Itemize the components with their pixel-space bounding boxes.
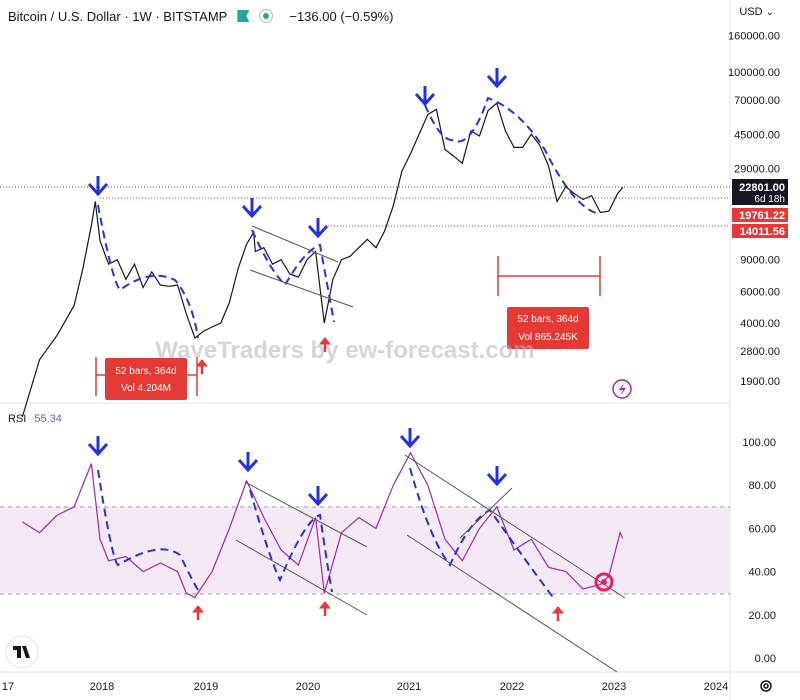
- price-change: −136.00 (−0.59%): [289, 8, 394, 24]
- time-tick-label: 2021: [397, 681, 421, 693]
- measure-2018-bars: 52 bars, 364d: [115, 366, 176, 377]
- measure-2022-vol: Vol 865.245K: [518, 332, 578, 343]
- level-tag-text: 14011.56: [740, 226, 785, 238]
- price-tick-label: 100000.00: [728, 67, 780, 79]
- wave-bottom-arrows: [191, 337, 565, 621]
- time-tick-label: 2019: [194, 681, 218, 693]
- lightning-icon: [612, 379, 632, 399]
- down-arrow-head: [399, 434, 421, 449]
- rsi-tick-label: 60.00: [748, 523, 776, 535]
- level-tag: [732, 224, 788, 238]
- rsi-tick-label: 80.00: [748, 480, 776, 492]
- flag-icon[interactable]: [237, 10, 250, 22]
- time-tick-label: 17: [2, 681, 14, 693]
- price-tick-label: 45000.00: [734, 129, 780, 141]
- up-arrow-head: [318, 337, 332, 345]
- up-arrow-head: [318, 601, 332, 609]
- chart-header: Bitcoin / U.S. Dollar · 1W · BITSTAMP −1…: [0, 0, 730, 32]
- rsi-breakout-circle: [594, 572, 614, 592]
- countdown-text: 6d 18h: [754, 194, 785, 205]
- price-tick-label: 2800.00: [740, 346, 780, 358]
- level-tag-text: 19761.22: [739, 210, 785, 222]
- price-series: [21, 102, 624, 417]
- measure-2018-vol: Vol 4.204M: [121, 383, 171, 394]
- rsi-axis: 100.00 80.00 60.00 40.00 20.00 0.00: [742, 437, 776, 665]
- down-arrow-head: [87, 442, 109, 457]
- rsi-band: [0, 507, 730, 594]
- rsi-breakout-dot: [601, 579, 607, 585]
- time-tick-label: 2020: [296, 681, 320, 693]
- rsi-tick-label: 100.00: [742, 437, 776, 449]
- measure-2022-bars: 52 bars, 364d: [517, 314, 578, 325]
- price-tick-label: 4000.00: [740, 318, 780, 330]
- price-tick-label: 1900.00: [740, 376, 780, 388]
- rsi-trendline-2021: [459, 487, 513, 539]
- price-tick-label: 70000.00: [734, 95, 780, 107]
- rsi-series: [22, 451, 624, 599]
- rsi-channel-upper-2019: [244, 481, 368, 548]
- time-axis: 17 2018 2019 2020 2021 2022 2023 2024: [2, 681, 728, 693]
- up-arrow-head: [191, 605, 205, 613]
- last-price-text: 22801.00: [739, 182, 785, 194]
- measure-box-2022: [507, 307, 589, 349]
- rsi-legend[interactable]: RSI 55.34: [8, 413, 62, 425]
- time-tick-label: 2022: [500, 681, 524, 693]
- down-arrow-head: [486, 472, 508, 487]
- down-arrow-head: [414, 92, 436, 107]
- rsi-value: 55.34: [34, 413, 62, 425]
- price-channel-lower: [249, 269, 354, 308]
- measure-box-2018: [105, 358, 187, 400]
- currency-selector[interactable]: USD: [739, 6, 774, 18]
- down-arrow-head: [87, 182, 109, 197]
- price-tick-label: 160000.00: [728, 30, 780, 42]
- rsi-line: [22, 451, 624, 599]
- price-tick-label: 6000.00: [740, 286, 780, 298]
- settings-gear-icon: [760, 680, 772, 692]
- symbol-title[interactable]: Bitcoin / U.S. Dollar · 1W · BITSTAMP: [8, 8, 228, 24]
- rsi-tick-label: 40.00: [748, 567, 776, 579]
- up-arrow-head: [551, 606, 565, 614]
- market-status-icon[interactable]: [259, 9, 274, 23]
- time-tick-label: 2024: [704, 681, 728, 693]
- down-arrow-head: [241, 204, 263, 219]
- tradingview-logo-icon: [5, 635, 39, 669]
- down-arrow-head: [486, 74, 508, 89]
- rsi-channel-lower-2019: [235, 539, 368, 616]
- rsi-wave-2018: [97, 469, 199, 591]
- up-arrow-head: [195, 359, 209, 367]
- rsi-wave-2019: [249, 489, 333, 593]
- down-arrow-head: [307, 224, 329, 239]
- watermark-text: WaveTraders by ew-forecast.com: [155, 337, 534, 364]
- wave-2018-path: [97, 204, 199, 339]
- channel-lines: [235, 225, 626, 673]
- price-tick-label: 9000.00: [740, 255, 780, 267]
- down-arrow-head: [237, 458, 259, 473]
- price-line: [21, 102, 624, 417]
- time-tick-label: 2018: [90, 681, 114, 693]
- wave-2019-path: [251, 229, 335, 323]
- price-tick-label: 29000.00: [734, 164, 780, 176]
- level-tag: [732, 208, 788, 222]
- last-price-tag: [732, 179, 788, 205]
- wave-2021-path: [424, 96, 601, 215]
- rsi-channel-lower-2021: [406, 534, 618, 673]
- price-channel-upper: [251, 225, 339, 263]
- rsi-tick-label: 20.00: [748, 610, 776, 622]
- rsi-label: RSI: [8, 413, 27, 425]
- time-tick-label: 2023: [602, 681, 626, 693]
- price-axis: 160000.00 100000.00 70000.00 45000.00 29000.…: [728, 30, 780, 388]
- down-arrow-head: [307, 492, 329, 507]
- rsi-tick-label: 0.00: [755, 653, 776, 665]
- wave-top-arrows: [87, 68, 508, 507]
- rsi-channel-upper-2021: [404, 454, 626, 599]
